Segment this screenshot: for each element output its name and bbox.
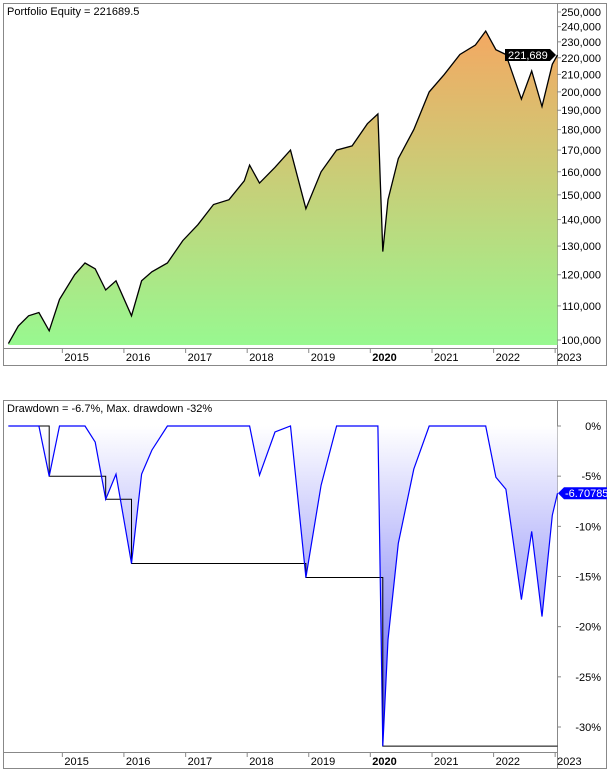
- y-tick-label: 0%: [585, 421, 601, 433]
- y-tick-label: -30%: [575, 722, 601, 734]
- y-tick-label: 110,000: [562, 301, 601, 313]
- y-tick-label: 150,000: [561, 190, 601, 202]
- y-tick-label: 100,000: [561, 335, 601, 347]
- x-tick-label: 2017: [188, 756, 212, 768]
- y-tick-label: 190,000: [561, 105, 601, 117]
- x-tick-label: 2018: [249, 756, 273, 768]
- drawdown-line: [8, 425, 559, 747]
- drawdown-fill: [8, 426, 558, 747]
- y-tick-label: 170,000: [561, 145, 601, 157]
- x-tick-label: 2016: [126, 352, 150, 364]
- x-tick-label: 2021: [434, 756, 458, 768]
- last-value-label: 221,689: [508, 50, 548, 62]
- x-tick-label: 2019: [311, 756, 335, 768]
- x-tick-label: 2022: [496, 756, 520, 768]
- x-tick-label: 2020: [372, 756, 396, 768]
- y-tick-label: 230,000: [561, 37, 601, 49]
- y-tick-label: 250,000: [561, 7, 601, 19]
- y-tick-label: 120,000: [561, 270, 601, 282]
- y-tick-label: -10%: [575, 521, 601, 533]
- y-tick-label: -20%: [575, 622, 601, 634]
- chart-title: Portfolio Equity = 221689.5: [7, 6, 139, 18]
- x-tick-label: 2015: [64, 756, 88, 768]
- last-value-marker: [558, 487, 607, 500]
- x-tick-label: 2016: [126, 756, 150, 768]
- last-value-marker: [505, 49, 556, 62]
- x-tick-label: 2023: [557, 756, 581, 768]
- equity-fill: [8, 31, 558, 345]
- x-tick-label: 2015: [64, 352, 88, 364]
- y-tick-label: 180,000: [561, 125, 601, 137]
- chart-title: Drawdown = -6.7%, Max. drawdown -32%: [7, 403, 212, 415]
- x-tick-label: 2018: [249, 352, 273, 364]
- y-tick-label: 200,000: [561, 87, 601, 99]
- x-tick-label: 2021: [434, 352, 458, 364]
- x-tick-label: 2022: [496, 352, 520, 364]
- equity-line: [7, 29, 559, 344]
- x-tick-label: 2017: [188, 352, 212, 364]
- y-tick-label: -25%: [575, 672, 601, 684]
- y-tick-label: 160,000: [561, 167, 601, 179]
- max-drawdown-line: [8, 425, 558, 747]
- y-tick-label: 140,000: [561, 215, 601, 227]
- y-tick-label: 210,000: [561, 69, 601, 81]
- last-value-label: -6.70785: [565, 488, 608, 500]
- x-tick-label: 2020: [372, 352, 396, 364]
- y-tick-label: -5%: [581, 471, 601, 483]
- y-tick-label: 130,000: [561, 241, 601, 253]
- equity-panel: 100,000 110,000 120,000 130,000 140,000 150,0…: [3, 3, 607, 366]
- y-tick-label: -15%: [575, 572, 601, 584]
- drawdown-panel: 0% -5% -10% -15% -20% -25% -30% 2015 2016 2017 201…: [3, 400, 608, 769]
- y-tick-label: 220,000: [561, 53, 601, 65]
- x-tick-label: 2023: [557, 352, 581, 364]
- y-tick-label: 240,000: [561, 22, 601, 34]
- x-tick-label: 2019: [311, 352, 335, 364]
